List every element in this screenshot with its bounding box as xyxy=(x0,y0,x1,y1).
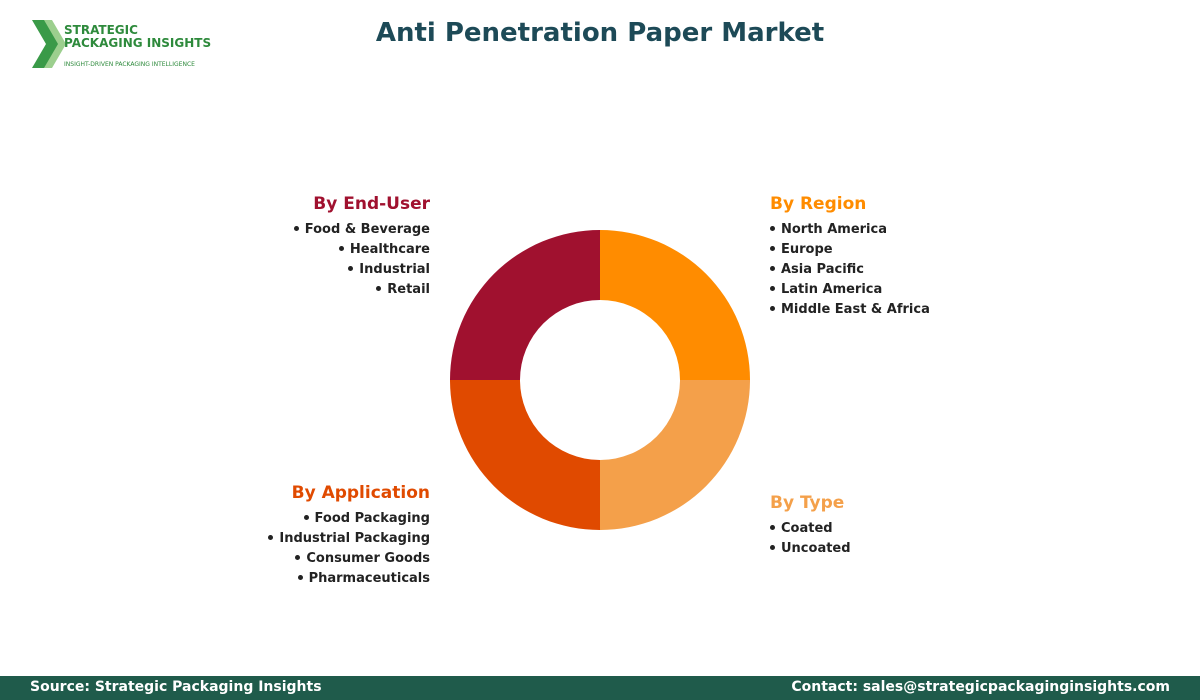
bullet xyxy=(770,246,775,251)
segment-item: North America xyxy=(770,220,1070,240)
item-text: Retail xyxy=(387,282,430,297)
bullet xyxy=(348,266,354,271)
segment-item: Retail xyxy=(130,280,430,300)
bullet xyxy=(338,246,344,251)
segment-heading: By Application xyxy=(291,483,430,503)
segment: By End-User Food & Beverage Healthcare Indu… xyxy=(130,194,430,300)
item-text: Latin America xyxy=(781,282,883,297)
segment: By Application Food Packaging Industrial P… xyxy=(130,483,430,589)
segment-item: Uncoated xyxy=(770,539,1070,559)
item-text: Coated xyxy=(781,521,833,536)
logo-mark xyxy=(32,20,66,68)
donut-segment xyxy=(450,380,600,530)
segment-heading: By Region xyxy=(770,194,867,214)
bullet xyxy=(770,306,775,311)
item-text: Asia Pacific xyxy=(781,262,865,277)
segment-item: Pharmaceuticals xyxy=(130,569,430,589)
item-text: Food Packaging xyxy=(314,511,430,526)
bullet xyxy=(303,515,309,520)
bullet xyxy=(770,525,775,530)
footer: Source: Strategic Packaging Insights Con… xyxy=(0,676,1200,700)
bullet xyxy=(376,286,382,291)
logo-line1: STRATEGIC xyxy=(64,23,138,37)
segment-item: Middle East & Africa xyxy=(770,300,1070,320)
item-text: Food & Beverage xyxy=(304,222,430,237)
logo-line2: PACKAGING INSIGHTS xyxy=(64,36,212,50)
segment-item: Industrial Packaging xyxy=(130,529,430,549)
donut-segment xyxy=(450,230,600,380)
segment: By Type Coated Uncoated xyxy=(770,493,1070,559)
segment-item: Asia Pacific xyxy=(770,260,1070,280)
footer-source: Source: Strategic Packaging Insights xyxy=(30,679,322,695)
segment-item: Healthcare xyxy=(130,240,430,260)
donut-segment xyxy=(600,380,750,530)
bullet xyxy=(770,266,775,271)
segment-item: Latin America xyxy=(770,280,1070,300)
segment-item: Consumer Goods xyxy=(130,549,430,569)
item-text: Industrial Packaging xyxy=(279,531,430,546)
bullet xyxy=(297,575,303,580)
logo-tagline: INSIGHT-DRIVEN PACKAGING INTELLIGENCE xyxy=(64,61,195,68)
bullet xyxy=(770,545,775,550)
bullet xyxy=(293,226,299,231)
bullet xyxy=(770,226,775,231)
item-text: Consumer Goods xyxy=(306,551,430,566)
segment-heading: By End-User xyxy=(313,194,430,214)
item-text: Healthcare xyxy=(349,242,430,257)
item-text: North America xyxy=(781,222,887,237)
item-text: Industrial xyxy=(359,262,430,277)
bullet xyxy=(268,535,274,540)
bullet xyxy=(295,555,301,560)
title: Anti Penetration Paper Market xyxy=(375,18,825,48)
item-text: Europe xyxy=(781,242,833,257)
segment-item: Food & Beverage xyxy=(130,220,430,240)
bullet xyxy=(770,286,775,291)
segment-item: Coated xyxy=(770,519,1070,539)
donut xyxy=(450,230,750,530)
item-text: Middle East & Africa xyxy=(781,302,930,317)
footer-contact: Contact: sales@strategicpackaginginsight… xyxy=(791,679,1170,695)
donut-segment xyxy=(600,230,750,380)
segment-item: Europe xyxy=(770,240,1070,260)
item-text: Uncoated xyxy=(781,541,851,556)
segment-heading: By Type xyxy=(770,493,845,513)
segment-item: Food Packaging xyxy=(130,509,430,529)
segment: By Region North America Europe Asia Pacific… xyxy=(770,194,1070,320)
item-text: Pharmaceuticals xyxy=(308,571,430,586)
segment-item: Industrial xyxy=(130,260,430,280)
